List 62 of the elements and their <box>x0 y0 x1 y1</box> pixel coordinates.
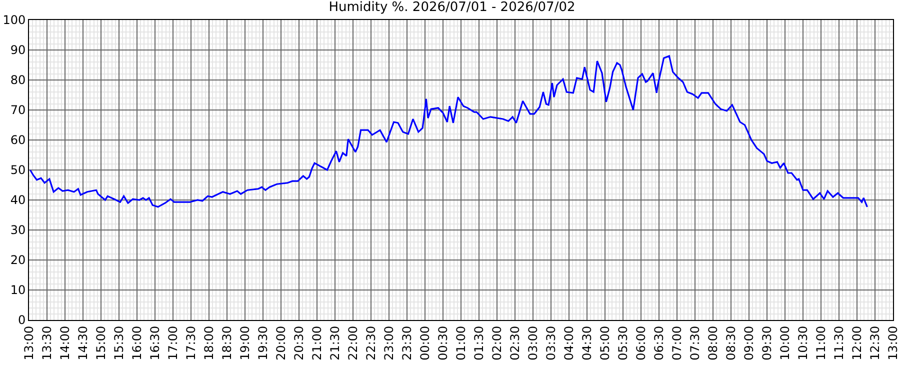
y-tick-label: 50 <box>10 163 26 178</box>
y-tick-label: 30 <box>10 223 26 238</box>
x-tick-label: 16:30 <box>148 326 162 360</box>
x-tick-label: 20:30 <box>292 326 306 360</box>
x-tick-label: 22:00 <box>346 326 360 360</box>
y-tick-label: 20 <box>10 253 26 268</box>
x-tick-label: 06:30 <box>652 326 666 360</box>
x-tick-label: 07:00 <box>670 326 684 360</box>
x-tick-label: 06:00 <box>634 326 648 360</box>
x-tick-label: 23:00 <box>382 326 396 360</box>
y-tick-label: 60 <box>10 133 26 148</box>
x-tick-label: 12:30 <box>868 326 882 360</box>
x-tick-label: 09:30 <box>760 326 774 360</box>
x-tick-label: 18:30 <box>220 326 234 360</box>
y-tick-label: 80 <box>10 73 26 88</box>
y-tick-label: 70 <box>10 103 26 118</box>
x-tick-label: 17:30 <box>184 326 198 360</box>
y-tick-label: 0 <box>18 313 26 328</box>
x-tick-label: 05:00 <box>598 326 612 360</box>
y-tick-label: 40 <box>10 193 26 208</box>
x-tick-label: 20:00 <box>274 326 288 360</box>
x-tick-label: 22:30 <box>364 326 378 360</box>
x-tick-label: 18:00 <box>202 326 216 360</box>
x-tick-label: 13:30 <box>40 326 54 360</box>
y-tick-label: 90 <box>10 43 26 58</box>
x-tick-label: 00:00 <box>418 326 432 360</box>
x-tick-label: 07:30 <box>688 326 702 360</box>
x-tick-label: 16:00 <box>130 326 144 360</box>
x-tick-label: 11:00 <box>814 326 828 360</box>
x-tick-label: 14:00 <box>58 326 72 360</box>
y-tick-label: 10 <box>10 283 26 298</box>
chart-title: Humidity %. 2026/07/01 - 2026/07/02 <box>328 0 576 15</box>
x-tick-label: 02:00 <box>490 326 504 360</box>
x-tick-label: 01:00 <box>454 326 468 360</box>
x-tick-label: 01:30 <box>472 326 486 360</box>
x-tick-label: 03:30 <box>544 326 558 360</box>
x-tick-label: 05:30 <box>616 326 630 360</box>
x-tick-label: 11:30 <box>832 326 846 360</box>
x-tick-label: 21:00 <box>310 326 324 360</box>
x-tick-label: 19:30 <box>256 326 270 360</box>
x-tick-label: 13:00 <box>22 326 36 360</box>
x-tick-label: 04:30 <box>580 326 594 360</box>
x-tick-label: 15:30 <box>112 326 126 360</box>
y-tick-label: 100 <box>2 13 26 28</box>
x-tick-label: 10:00 <box>778 326 792 360</box>
x-tick-label: 00:30 <box>436 326 450 360</box>
x-tick-label: 15:00 <box>94 326 108 360</box>
x-tick-label: 12:00 <box>850 326 864 360</box>
x-tick-label: 23:30 <box>400 326 414 360</box>
x-tick-label: 13:00 <box>886 326 900 360</box>
x-tick-label: 08:00 <box>706 326 720 360</box>
x-tick-label: 09:00 <box>742 326 756 360</box>
x-tick-label: 08:30 <box>724 326 738 360</box>
x-tick-label: 14:30 <box>76 326 90 360</box>
x-tick-label: 02:30 <box>508 326 522 360</box>
x-tick-label: 03:00 <box>526 326 540 360</box>
x-tick-label: 04:00 <box>562 326 576 360</box>
x-tick-label: 17:00 <box>166 326 180 360</box>
x-tick-label: 19:00 <box>238 326 252 360</box>
x-tick-label: 21:30 <box>328 326 342 360</box>
line-series <box>29 55 868 208</box>
x-tick-label: 10:30 <box>796 326 810 360</box>
